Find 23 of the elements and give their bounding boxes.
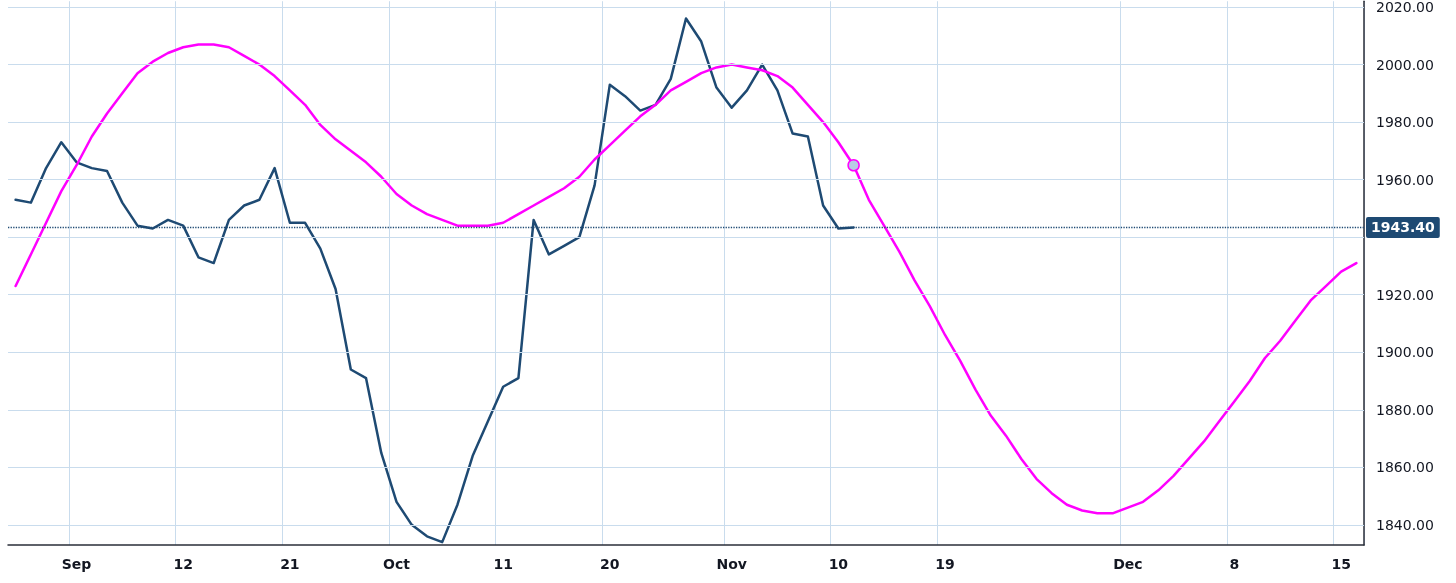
x-tick-label: 11	[493, 556, 513, 572]
y-tick-label: 1960.00	[1376, 171, 1434, 188]
x-tick-label: Nov	[716, 556, 747, 572]
y-tick-label: 2020.00	[1376, 0, 1434, 15]
x-tick-label: 8	[1229, 556, 1240, 572]
y-tick-label: 1900.00	[1376, 344, 1434, 361]
line-series	[14, 43, 1358, 515]
y-tick-label: 1980.00	[1376, 114, 1434, 131]
ref-line-label: 1943.40	[1371, 219, 1436, 236]
y-tick-label: 1860.00	[1376, 459, 1434, 476]
y-tick-label: 1880.00	[1376, 401, 1434, 418]
y-tick-label: 1920.00	[1376, 286, 1434, 303]
x-tick-label: 19	[935, 556, 955, 572]
x-tick-label: Oct	[383, 556, 411, 572]
x-tick-label: Dec	[1113, 556, 1143, 572]
x-tick-label: 21	[280, 556, 300, 572]
x-tick-label: 12	[173, 556, 193, 572]
y-tick-label: 1840.00	[1376, 516, 1434, 533]
x-tick-label: 20	[600, 556, 620, 572]
x-tick-label: Sep	[61, 556, 92, 572]
x-tick-label: 15	[1331, 556, 1351, 572]
x-tick-label: 10	[828, 556, 849, 572]
y-tick-label: 2000.00	[1376, 56, 1434, 73]
